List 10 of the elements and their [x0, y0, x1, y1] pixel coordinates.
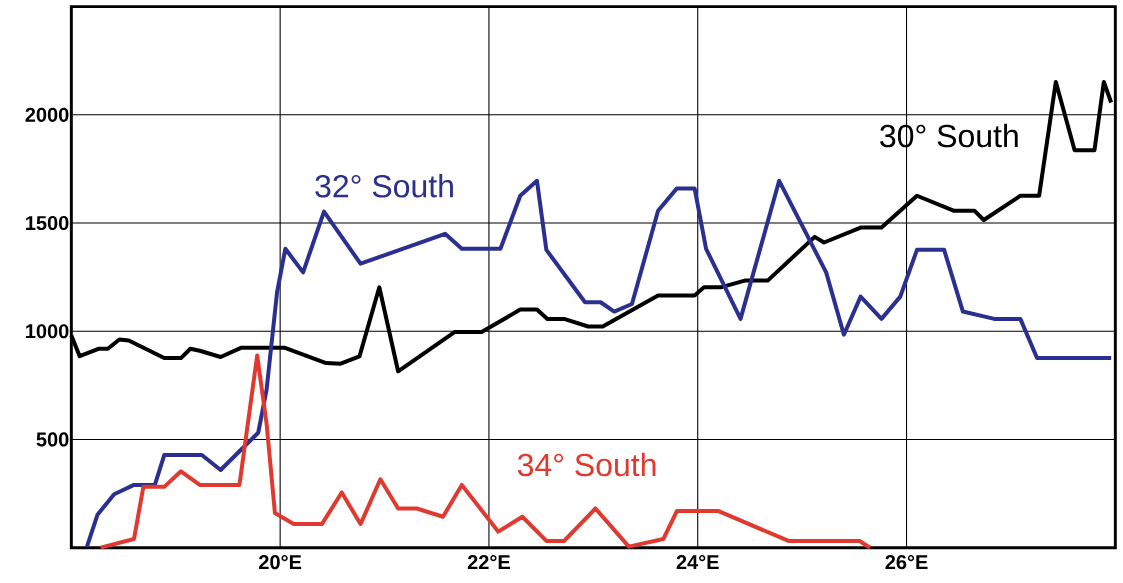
- x-tick-label: 20°E: [259, 555, 302, 570]
- y-tick-label: 2000: [25, 107, 69, 122]
- y-tick-label: 1500: [26, 215, 69, 231]
- y-tick-label: 1000: [26, 324, 69, 339]
- x-tick-label: 24°E: [676, 555, 719, 570]
- x-tick-label: 26°E: [885, 555, 928, 570]
- series-label: 34° South: [517, 452, 656, 477]
- x-tick-label: 22°E: [467, 555, 510, 570]
- series-label: 32° South: [315, 174, 453, 198]
- y-tick-label: 500: [36, 432, 69, 447]
